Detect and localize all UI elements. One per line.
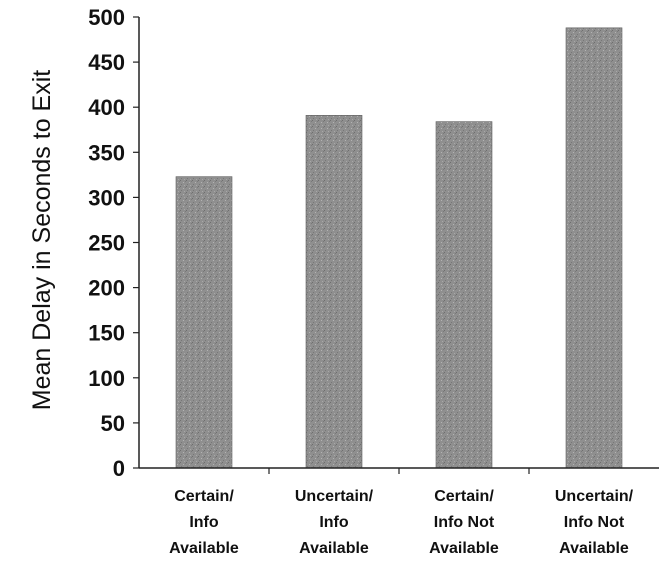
x-tick-label: Available bbox=[559, 540, 629, 557]
x-tick-label: Available bbox=[299, 540, 369, 557]
y-axis-label: Mean Delay in Seconds to Exit bbox=[28, 70, 56, 411]
y-tick-label: 250 bbox=[88, 231, 125, 256]
y-tick-label: 100 bbox=[88, 366, 125, 391]
bar bbox=[565, 27, 623, 469]
axes-group bbox=[138, 17, 659, 474]
x-tick-label: Info bbox=[189, 514, 219, 531]
bar bbox=[175, 176, 233, 469]
y-tick-label: 300 bbox=[88, 185, 125, 210]
y-tick-label: 400 bbox=[88, 95, 125, 120]
bar bbox=[435, 121, 493, 469]
bar bbox=[305, 115, 363, 469]
x-tick-label: Info Not bbox=[434, 514, 495, 531]
x-tick-label: Uncertain/ bbox=[555, 488, 634, 505]
x-axis-labels: Certain/Info Available Uncertain/Info Avail… bbox=[169, 488, 634, 557]
x-tick-label: Certain/ bbox=[174, 488, 234, 505]
x-tick-label: Info Not bbox=[564, 514, 625, 531]
y-tick-label: 200 bbox=[88, 276, 125, 301]
x-tick-label: Info bbox=[319, 514, 349, 531]
x-tick-label: Certain/ bbox=[434, 488, 494, 505]
y-tick-label: 450 bbox=[88, 50, 125, 75]
y-tick-label: 350 bbox=[88, 140, 125, 165]
x-tick-label: Available bbox=[429, 540, 499, 557]
y-axis-ticks: 0 50 100 150 200 250 300 350 400 450 500 bbox=[88, 5, 139, 481]
y-tick-label: 150 bbox=[88, 321, 125, 346]
y-tick-label: 50 bbox=[101, 411, 125, 436]
bars-group bbox=[175, 27, 623, 469]
x-tick-label: Available bbox=[169, 540, 239, 557]
x-tick-label: Uncertain/ bbox=[295, 488, 374, 505]
y-tick-label: 500 bbox=[88, 5, 125, 30]
y-tick-label: 0 bbox=[113, 456, 125, 481]
